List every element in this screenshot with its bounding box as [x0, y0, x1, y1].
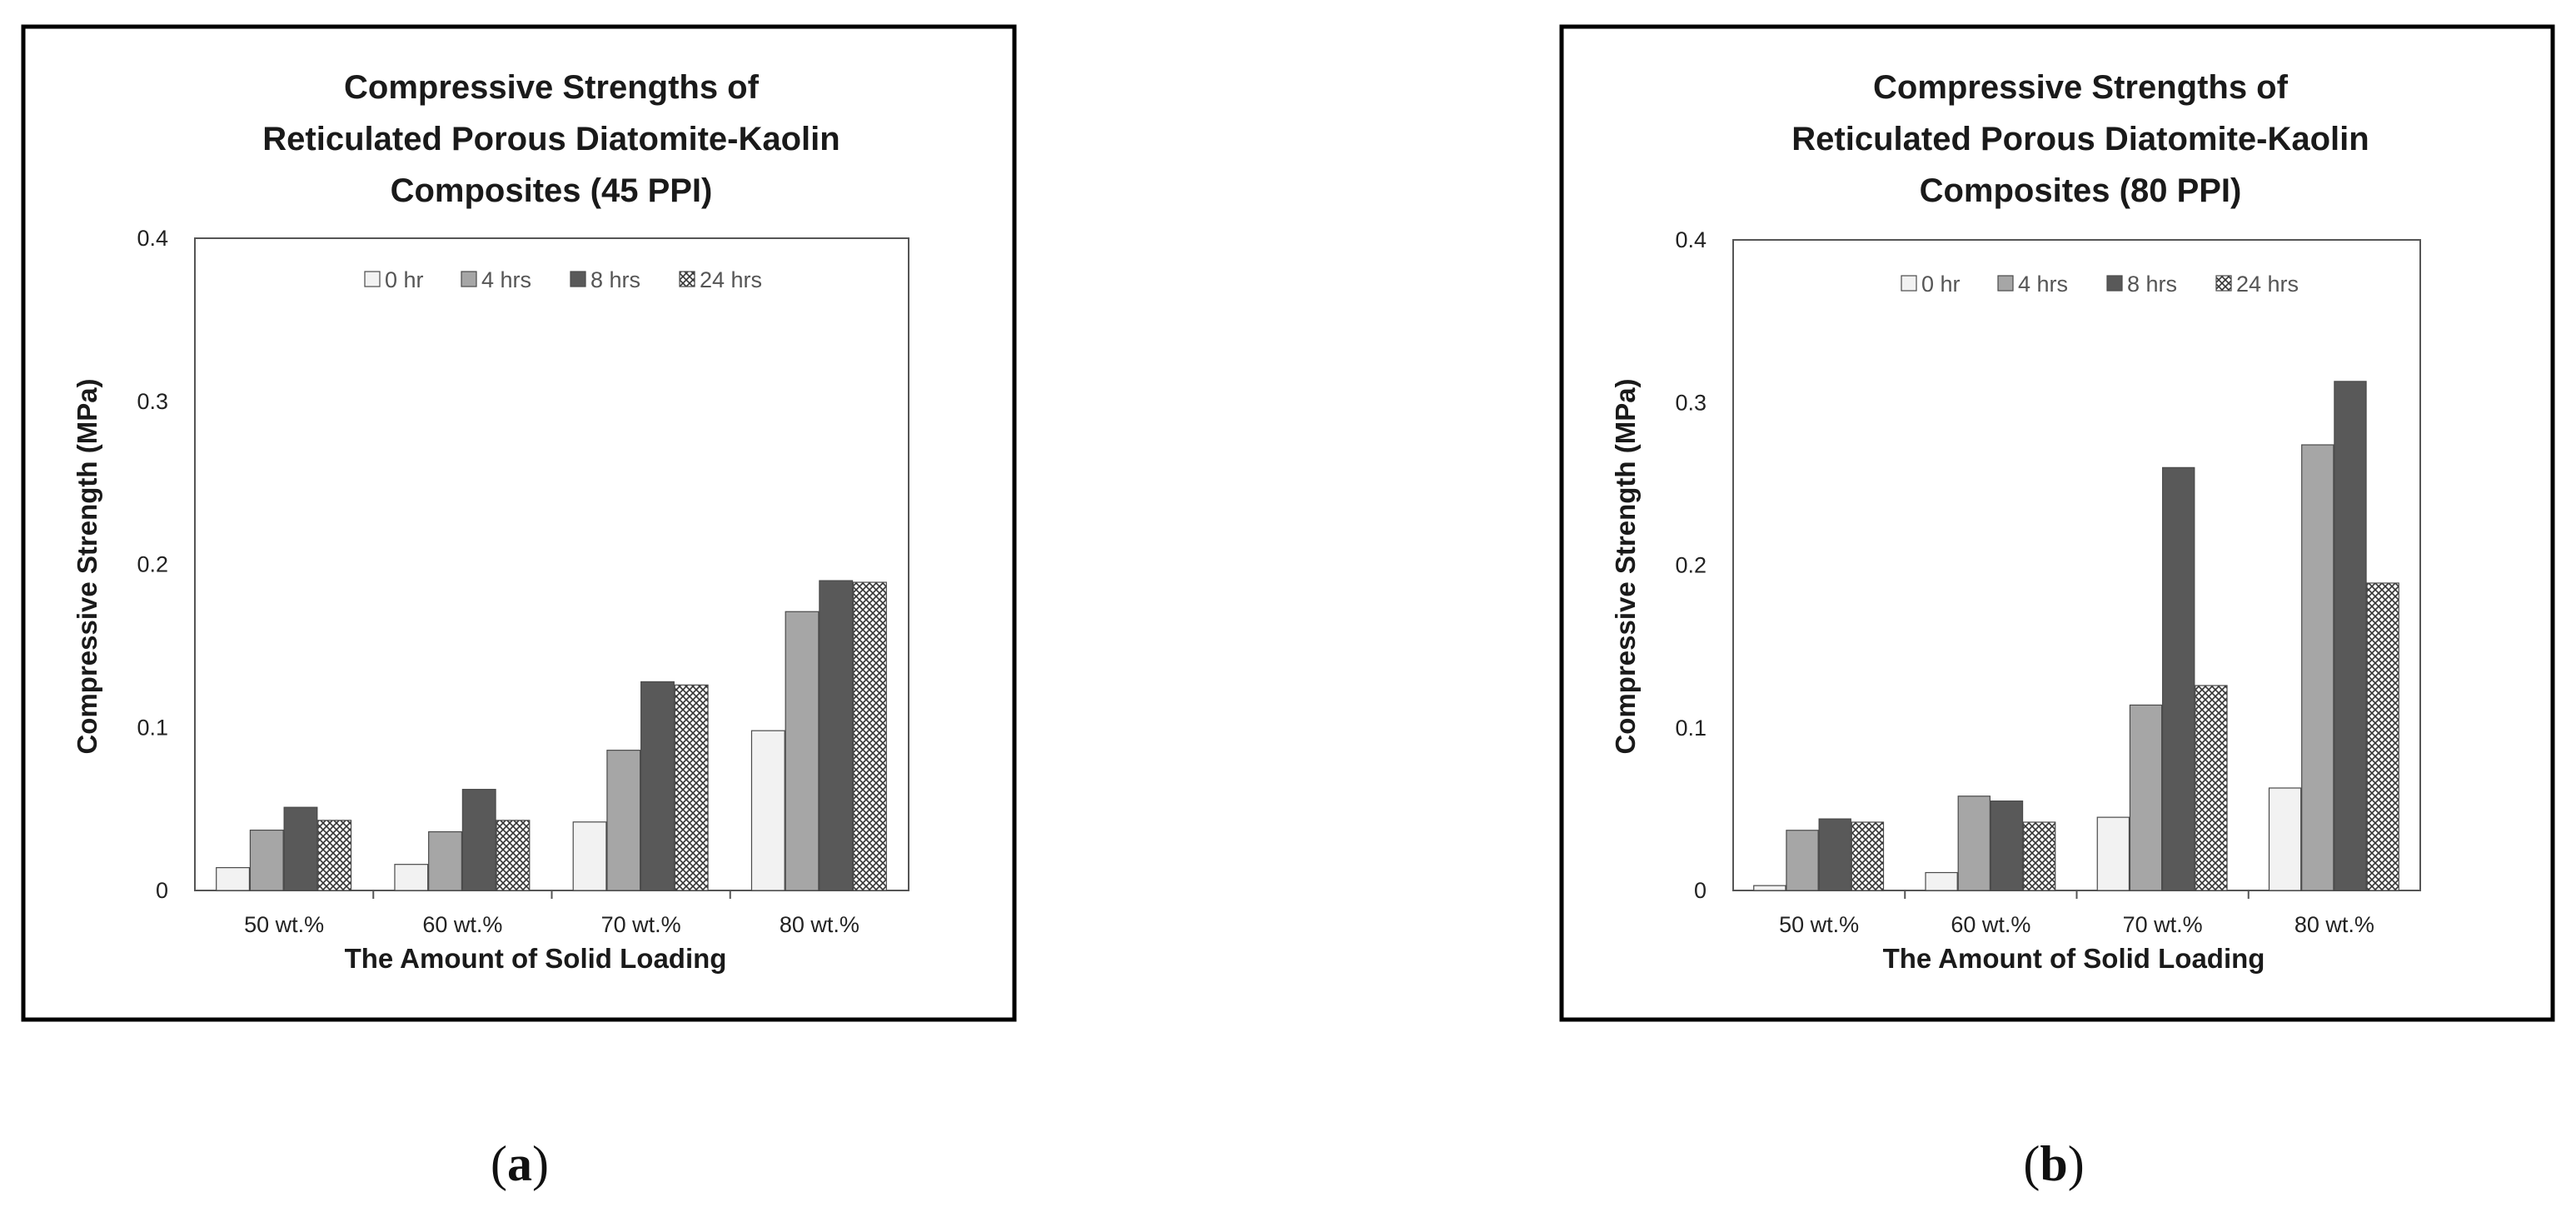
legend-swatch: [1997, 275, 2014, 292]
x-tick-label: 70 wt.%: [2123, 912, 2203, 937]
bar-4-hrs-4: [2301, 444, 2334, 891]
x-tick-label: 60 wt.%: [422, 912, 502, 937]
bar-0-hr-3: [572, 821, 607, 891]
bar-8-hrs-4: [2334, 381, 2367, 891]
bar-0-hr-2: [1925, 871, 1958, 891]
plot-area: 0 0.1 0.2 0.3 0.4 50 wt.% 60 wt.% 70 wt.% 80 wt.…: [1675, 227, 2421, 937]
y-axis-title: Compressive Strength (MPa): [72, 378, 102, 754]
bar-24-hrs-3: [2195, 685, 2228, 891]
bar-24-hrs-1: [1851, 821, 1885, 891]
legend-label: 24 hrs: [2236, 272, 2299, 297]
chart-title-line-3: Composites (80 PPI): [1920, 172, 2242, 209]
bar-0-hr-4: [750, 730, 785, 891]
bar-8-hrs-3: [640, 681, 675, 891]
bar-24-hrs-3: [674, 684, 709, 891]
bar-4-hrs-1: [249, 829, 284, 891]
legend-label: 0 hr: [1921, 272, 1961, 297]
legend-label: 24 hrs: [700, 267, 762, 292]
chart-title-line-2: Reticulated Porous Diatomite-Kaolin: [262, 121, 840, 157]
bar-4-hrs-3: [2129, 704, 2163, 891]
x-axis-title: The Amount of Solid Loading: [345, 943, 727, 974]
legend-label: 0 hr: [385, 267, 424, 292]
caption-b: (b): [2023, 1136, 2084, 1191]
bar-8-hrs-3: [2162, 466, 2195, 891]
y-tick-label: 0.3: [1675, 390, 1707, 415]
chart-title-line-2: Reticulated Porous Diatomite-Kaolin: [1791, 121, 2369, 157]
y-tick-label: 0.2: [137, 552, 168, 577]
legend-label: 4 hrs: [481, 267, 531, 292]
bar-8-hrs-4: [819, 580, 854, 891]
bar-24-hrs-2: [496, 820, 531, 891]
bar-8-hrs-2: [1990, 801, 2024, 891]
bar-0-hr-4: [2268, 787, 2302, 891]
x-tick-label: 50 wt.%: [244, 912, 324, 937]
legend-swatch: [570, 271, 586, 287]
svg-text:(a): (a): [491, 1136, 549, 1191]
bar-4-hrs-1: [1786, 830, 1819, 891]
bar-0-hr-1: [1753, 885, 1786, 891]
bar-0-hr-3: [2096, 816, 2130, 891]
caption-label: b: [2040, 1136, 2067, 1191]
plot-area: 0 0.1 0.2 0.3 0.4 50 wt.% 60 wt.% 70 wt.% 80 wt.…: [137, 226, 909, 937]
legend-swatch: [2106, 275, 2123, 292]
y-tick-label: 0.4: [1675, 227, 1707, 252]
legend-swatch: [679, 271, 695, 287]
legend-swatch: [461, 271, 477, 287]
y-tick-label: 0.1: [137, 715, 168, 740]
bar-8-hrs-1: [283, 806, 318, 891]
bar-8-hrs-2: [461, 789, 496, 891]
chart-title-line-1: Compressive Strengths of: [344, 69, 760, 106]
x-tick-label: 60 wt.%: [1951, 912, 2030, 937]
x-tick-label: 80 wt.%: [2294, 912, 2374, 937]
x-tick-label: 50 wt.%: [1779, 912, 1859, 937]
chart-panel-b: Compressive Strengths of Reticulated Por…: [1559, 24, 2555, 1022]
bar-24-hrs-1: [317, 820, 352, 891]
legend-swatch: [1901, 275, 1917, 292]
x-tick-label: 80 wt.%: [780, 912, 859, 937]
y-tick-label: 0.1: [1675, 716, 1707, 741]
chart-panel-a: Compressive Strengths of Reticulated Por…: [21, 24, 1017, 1022]
legend-swatch: [364, 271, 381, 287]
x-tick-label: 70 wt.%: [601, 912, 681, 937]
bar-0-hr-2: [394, 864, 429, 891]
y-tick-label: 0: [156, 878, 168, 903]
bar-0-hr-1: [216, 866, 251, 891]
svg-text:(b): (b): [2023, 1136, 2084, 1191]
bar-24-hrs-4: [2366, 582, 2399, 891]
y-axis-title: Compressive Strength (MPa): [1610, 378, 1641, 754]
bar-4-hrs-2: [1957, 796, 1991, 891]
x-axis-title: The Amount of Solid Loading: [1883, 943, 2265, 974]
chart-title-line-3: Composites (45 PPI): [391, 172, 713, 209]
bar-8-hrs-1: [1818, 818, 1851, 891]
legend-label: 8 hrs: [2127, 272, 2177, 297]
bar-24-hrs-4: [852, 581, 887, 891]
caption-label: a: [507, 1136, 532, 1191]
bar-4-hrs-4: [785, 611, 820, 891]
bar-4-hrs-3: [606, 750, 641, 891]
bar-24-hrs-2: [2022, 821, 2056, 891]
y-tick-label: 0.4: [137, 226, 168, 251]
bar-4-hrs-2: [428, 830, 462, 891]
legend-swatch: [2215, 275, 2232, 292]
caption-a: (a): [491, 1136, 549, 1191]
y-tick-label: 0.3: [137, 389, 168, 414]
legend-label: 8 hrs: [590, 267, 640, 292]
y-tick-label: 0.2: [1675, 553, 1707, 578]
legend-label: 4 hrs: [2018, 272, 2068, 297]
y-tick-label: 0: [1694, 878, 1707, 903]
chart-title-line-1: Compressive Strengths of: [1873, 69, 2289, 106]
